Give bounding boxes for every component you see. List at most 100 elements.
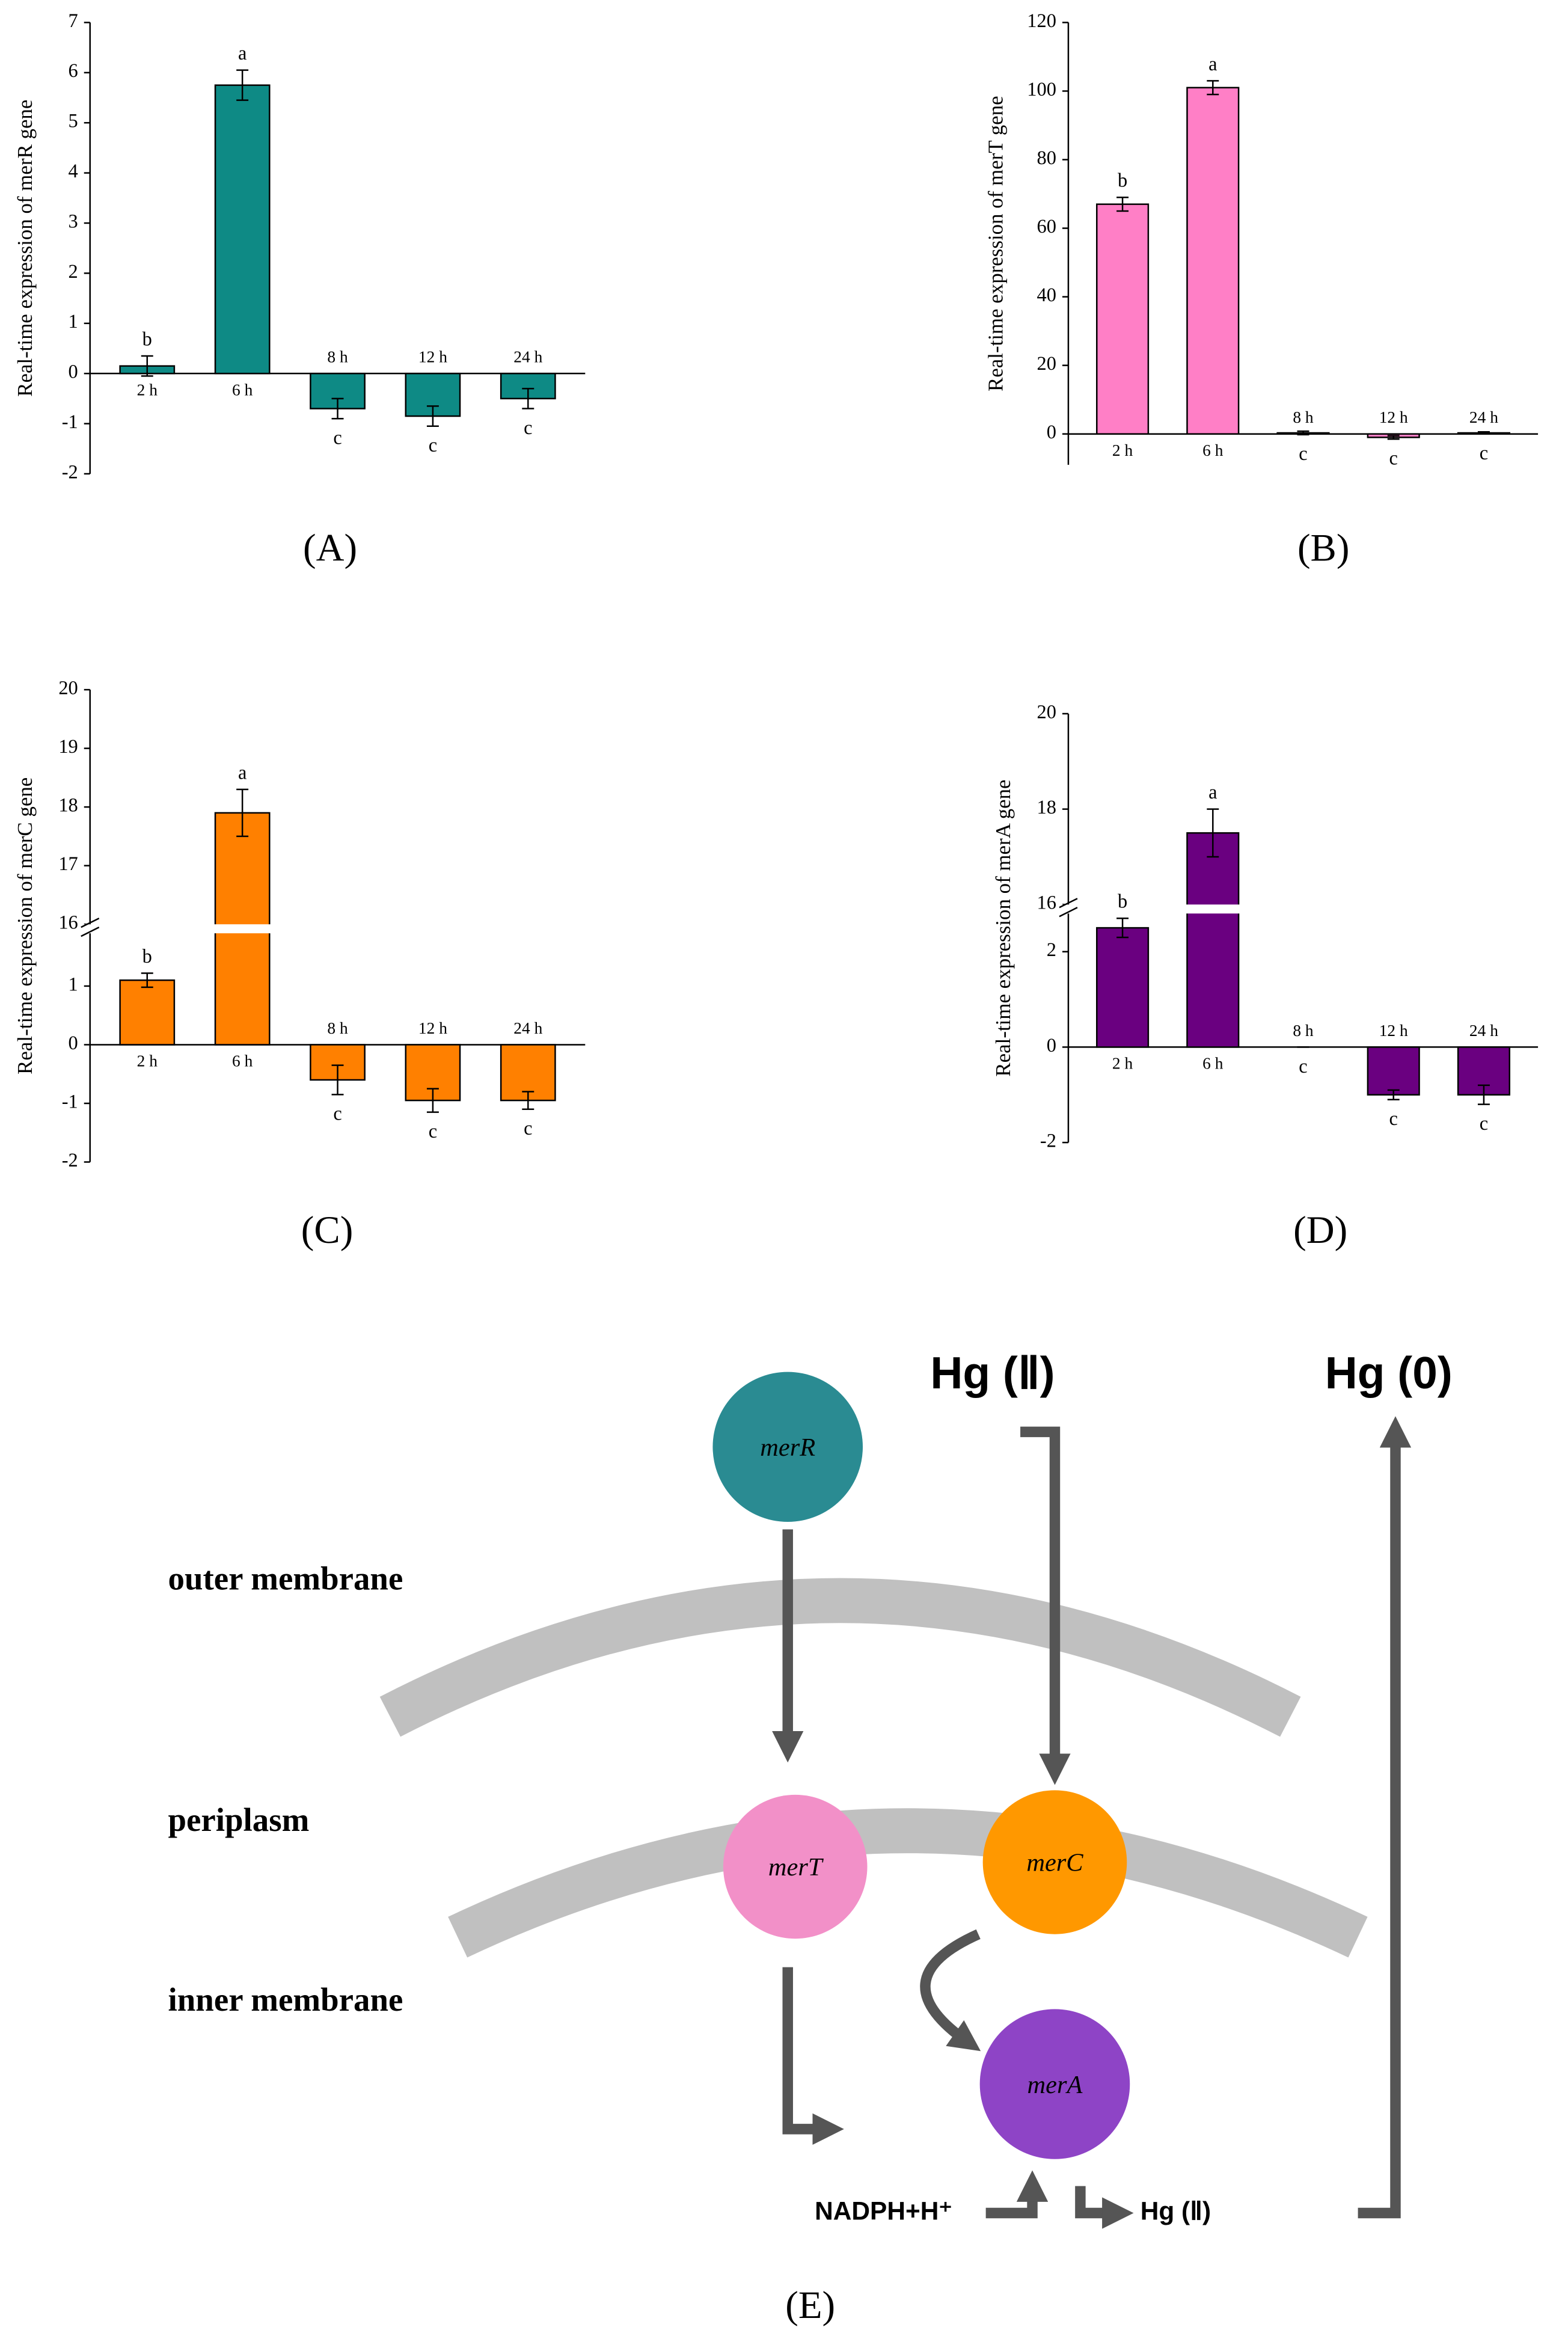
panel-label: (B) bbox=[1297, 527, 1350, 570]
x-tick-label: 2 h bbox=[137, 1052, 158, 1070]
y-tick-label: 40 bbox=[1037, 284, 1056, 306]
y-tick-label: -1 bbox=[62, 411, 78, 433]
significance-label: b bbox=[142, 946, 152, 967]
bar bbox=[1096, 927, 1150, 1048]
x-tick-label: 8 h bbox=[327, 348, 348, 366]
x-tick-label: 2 h bbox=[137, 381, 158, 399]
significance-label: c bbox=[429, 435, 437, 456]
y-tick-label: 0 bbox=[1047, 1035, 1056, 1056]
x-tick-label: 8 h bbox=[1293, 408, 1314, 426]
y-tick-label: 120 bbox=[1027, 10, 1056, 32]
node-label: merC bbox=[1026, 1849, 1083, 1877]
arrow bbox=[985, 2170, 1049, 2219]
significance-label: c bbox=[1299, 1056, 1307, 1078]
y-tick-label: 0 bbox=[1047, 422, 1056, 443]
species-label: Hg (Ⅱ) bbox=[930, 1347, 1055, 1398]
y-tick-label: 0 bbox=[69, 1032, 78, 1054]
y-tick-label: 20 bbox=[1037, 353, 1056, 375]
significance-label: c bbox=[333, 428, 341, 449]
y-tick-label: 3 bbox=[69, 210, 78, 232]
inner-membrane-shape bbox=[448, 1808, 1368, 1958]
arrow bbox=[782, 1967, 844, 2145]
species-label: NADPH+H⁺ bbox=[815, 2197, 952, 2225]
panel-label: (C) bbox=[301, 1209, 354, 1252]
y-axis-title: Real-time expression of merC gene bbox=[13, 777, 37, 1074]
y-tick-label: 6 bbox=[69, 60, 78, 82]
arrow bbox=[1358, 1416, 1412, 2219]
y-tick-label: 7 bbox=[69, 10, 78, 32]
bar bbox=[1186, 87, 1240, 435]
x-tick-label: 2 h bbox=[1112, 441, 1133, 459]
x-tick-label: 8 h bbox=[1293, 1022, 1314, 1040]
x-tick-label: 6 h bbox=[232, 381, 253, 399]
bar bbox=[214, 84, 271, 375]
species-label: Hg (Ⅱ) bbox=[1141, 2197, 1211, 2225]
node-merR bbox=[712, 1372, 863, 1522]
bar bbox=[1096, 203, 1150, 435]
x-tick-label: 12 h bbox=[418, 348, 447, 366]
significance-label: a bbox=[238, 762, 247, 783]
node-label: merR bbox=[760, 1433, 815, 1462]
y-tick-label: -1 bbox=[62, 1091, 78, 1112]
x-tick-label: 12 h bbox=[418, 1019, 447, 1037]
bar bbox=[1186, 832, 1240, 1048]
significance-label: c bbox=[429, 1121, 437, 1142]
panel-label: (D) bbox=[1293, 1209, 1347, 1252]
x-tick-label: 8 h bbox=[327, 1019, 348, 1037]
y-tick-label: 100 bbox=[1027, 79, 1056, 100]
arrows bbox=[772, 1416, 1412, 2229]
outer-membrane-shape bbox=[379, 1578, 1301, 1737]
significance-label: b bbox=[1118, 891, 1127, 913]
panel-label: (A) bbox=[303, 527, 357, 570]
y-tick-label: -2 bbox=[1040, 1130, 1056, 1152]
y-tick-label: 18 bbox=[58, 795, 78, 817]
y-tick-label: 1 bbox=[69, 973, 78, 995]
arrow bbox=[1075, 2186, 1134, 2229]
axis-break-mark bbox=[81, 927, 100, 937]
significance-label: c bbox=[1480, 1113, 1488, 1135]
panel-label: (E) bbox=[785, 2284, 835, 2327]
node-label: merT bbox=[768, 1853, 824, 1881]
y-tick-label: 4 bbox=[69, 161, 78, 182]
node-merT bbox=[723, 1794, 868, 1939]
break-gap bbox=[213, 924, 271, 934]
y-axis-title: Real-time expression of merT gene bbox=[984, 96, 1008, 391]
significance-label: a bbox=[238, 43, 247, 64]
species-label: Hg (0) bbox=[1325, 1347, 1453, 1398]
break-gap bbox=[1185, 904, 1240, 914]
y-tick-label: 2 bbox=[69, 261, 78, 283]
chart: -2 -1 0 1 16 17 18 19 20 2 h b 6 h a 8 h c 12 h c 24 h c Re… bbox=[13, 677, 586, 1252]
y-tick-label: 80 bbox=[1037, 147, 1056, 169]
chart: -2 0 2 16 18 20 2 h b 6 h a 8 h c 12 h c 24 h c Real-tim… bbox=[991, 701, 1539, 1252]
significance-label: b bbox=[142, 329, 152, 351]
x-tick-label: 24 h bbox=[513, 348, 542, 366]
x-tick-label: 12 h bbox=[1379, 408, 1408, 426]
significance-label: c bbox=[524, 417, 532, 439]
significance-label: b bbox=[1118, 170, 1127, 192]
significance-label: c bbox=[1389, 448, 1398, 470]
significance-label: a bbox=[1208, 782, 1217, 803]
x-tick-label: 2 h bbox=[1112, 1055, 1133, 1073]
y-tick-label: 16 bbox=[58, 912, 78, 934]
x-tick-label: 12 h bbox=[1379, 1022, 1408, 1040]
x-tick-label: 24 h bbox=[1469, 408, 1498, 426]
significance-label: c bbox=[524, 1118, 532, 1139]
y-tick-label: -2 bbox=[62, 461, 78, 483]
y-tick-label: 1 bbox=[69, 311, 78, 333]
x-tick-label: 24 h bbox=[1469, 1022, 1498, 1040]
node-label: merA bbox=[1027, 2071, 1083, 2099]
y-tick-label: -2 bbox=[62, 1150, 78, 1171]
layer-label: periplasm bbox=[168, 1801, 310, 1838]
layer-label: inner membrane bbox=[168, 1981, 403, 2018]
axis-break bbox=[81, 924, 99, 934]
y-axis-title: Real-time expression of merA gene bbox=[991, 779, 1015, 1076]
significance-label: c bbox=[1299, 443, 1307, 465]
y-tick-label: 20 bbox=[1037, 701, 1056, 723]
axis-break-mark bbox=[1059, 907, 1078, 918]
layer-label: outer membrane bbox=[168, 1560, 403, 1596]
y-tick-label: 2 bbox=[1047, 939, 1056, 961]
arrow bbox=[920, 1929, 981, 2052]
significance-label: c bbox=[333, 1103, 341, 1125]
axis-break bbox=[1059, 904, 1077, 914]
bar bbox=[119, 979, 176, 1046]
